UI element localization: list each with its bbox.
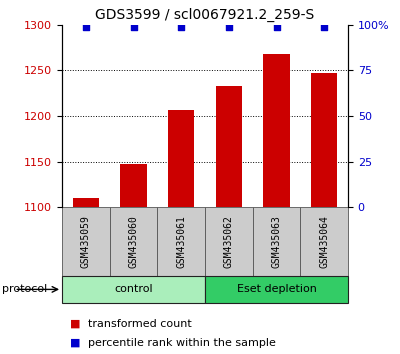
Title: GDS3599 / scl0067921.2_259-S: GDS3599 / scl0067921.2_259-S [95,8,315,22]
Text: ■: ■ [70,319,80,329]
Text: protocol: protocol [2,284,47,295]
Bar [120,164,147,207]
Bar [263,54,290,207]
Bar [205,276,348,303]
Bar [73,198,99,207]
Bar [110,207,157,276]
Text: GSM435062: GSM435062 [224,215,234,268]
Text: GSM435061: GSM435061 [176,215,186,268]
Text: GSM435063: GSM435063 [272,215,282,268]
Bar [62,276,205,303]
Text: ■: ■ [70,338,80,348]
Bar [311,73,337,207]
Text: transformed count: transformed count [88,319,192,329]
Bar [300,207,348,276]
Text: percentile rank within the sample: percentile rank within the sample [88,338,276,348]
Text: GSM435059: GSM435059 [81,215,91,268]
Point [321,24,327,29]
Text: Eset depletion: Eset depletion [236,284,316,295]
Point [226,24,232,29]
Bar [253,207,300,276]
Point [178,24,184,29]
Text: GSM435064: GSM435064 [319,215,329,268]
Bar [168,109,194,207]
Text: control: control [114,284,153,295]
Point [130,24,137,29]
Text: GSM435060: GSM435060 [128,215,138,268]
Bar [157,207,205,276]
Bar [205,207,253,276]
Bar [216,86,242,207]
Bar [62,207,110,276]
Point [273,24,280,29]
Point [83,24,89,29]
